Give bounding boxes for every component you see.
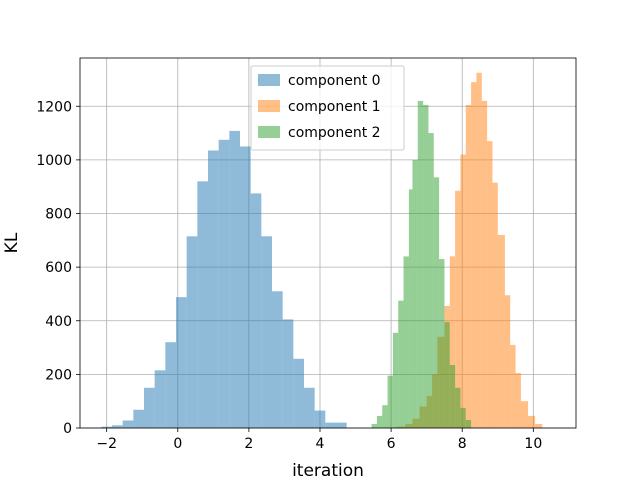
histogram-bar [387, 375, 393, 428]
histogram-bar [528, 415, 536, 428]
y-tick-label: 800 [45, 207, 72, 223]
series-2-bars [371, 100, 472, 429]
histogram-bar [371, 423, 377, 428]
x-axis-ticks: −2 0 2 4 6 8 10 [96, 428, 542, 452]
y-tick-label: 200 [45, 367, 72, 383]
histogram-bar [510, 344, 516, 428]
histogram-bar [417, 100, 424, 428]
histogram-bar [250, 193, 262, 428]
histogram-bar [535, 423, 543, 428]
x-tick-label: 4 [316, 436, 325, 452]
y-axis-ticks: 0 200 400 600 800 1000 1200 [36, 99, 80, 437]
histogram-bar [408, 189, 413, 428]
histogram-bar [520, 401, 528, 428]
histogram-bar [261, 236, 272, 428]
histogram-bar [515, 373, 521, 428]
histogram-bar [403, 256, 409, 428]
legend-frame [250, 65, 405, 151]
x-tick-label: 6 [387, 436, 396, 452]
x-tick-label: 8 [458, 436, 467, 452]
y-tick-label: 1200 [36, 99, 72, 115]
histogram-bar [154, 370, 166, 428]
histogram-bar [197, 181, 208, 428]
histogram-bar [471, 82, 477, 428]
y-tick-label: 600 [45, 260, 72, 276]
legend-swatch [258, 126, 280, 138]
histogram-bar [460, 154, 466, 429]
legend: component 0 component 1 component 2 [250, 65, 405, 151]
histogram-bar [497, 234, 505, 428]
histogram-bar [229, 130, 240, 428]
histogram-bar [460, 407, 466, 428]
histogram-bar [208, 150, 219, 428]
y-tick-label: 0 [63, 421, 72, 437]
histogram-bar [304, 387, 315, 428]
legend-swatch [258, 74, 280, 86]
histogram-bar [325, 422, 336, 428]
histogram-bar [492, 182, 498, 428]
series-0-bars [101, 130, 347, 428]
histogram-bar [101, 426, 112, 428]
histogram-bar [504, 295, 511, 428]
histogram-bar [165, 342, 176, 428]
histogram-bar [112, 425, 123, 428]
x-tick-label: −2 [96, 436, 117, 452]
histogram-bar [218, 139, 230, 428]
x-tick-label: 0 [173, 436, 182, 452]
histogram-bar [412, 159, 418, 428]
histogram-bar [382, 405, 388, 428]
x-tick-label: 2 [244, 436, 253, 452]
histogram-bar [144, 387, 155, 428]
legend-swatch [258, 100, 280, 112]
histogram-bar [336, 422, 347, 428]
legend-label: component 1 [288, 99, 381, 115]
histogram-bar [465, 419, 472, 428]
histogram-bar [455, 387, 461, 428]
histogram-bar [428, 133, 434, 429]
histogram-bar [122, 420, 134, 428]
histogram-bar [449, 256, 456, 428]
histogram-bar [455, 190, 461, 428]
plot-frame [79, 57, 577, 429]
histogram-bar [186, 236, 198, 428]
y-tick-label: 1000 [36, 153, 72, 169]
x-tick-label: 10 [524, 436, 542, 452]
histogram-bar [423, 104, 429, 428]
histogram-bar [476, 72, 482, 429]
histogram-bar [481, 100, 488, 428]
histogram-bar [444, 322, 450, 428]
histogram-bar [439, 259, 445, 428]
histogram-bar [392, 332, 399, 428]
x-axis-label: iteration [292, 461, 364, 480]
histogram-bar [240, 146, 251, 428]
histogram-bar [465, 104, 472, 428]
y-tick-label: 400 [45, 314, 72, 330]
histogram-bar [293, 358, 304, 428]
legend-label: component 0 [288, 73, 381, 89]
histogram-bar [314, 410, 326, 428]
histogram-bar [133, 409, 144, 428]
histogram-bar [449, 364, 456, 428]
histogram-bars [101, 72, 543, 429]
histogram-bar [282, 319, 294, 428]
histogram-bar [487, 141, 493, 428]
histogram-bar [272, 291, 283, 428]
histogram-bar [433, 177, 440, 428]
histogram-bar [176, 297, 187, 428]
y-axis-label: KL [2, 232, 22, 253]
histogram-bar [376, 415, 383, 428]
legend-label: component 2 [288, 125, 381, 141]
histogram-bar [398, 300, 404, 428]
